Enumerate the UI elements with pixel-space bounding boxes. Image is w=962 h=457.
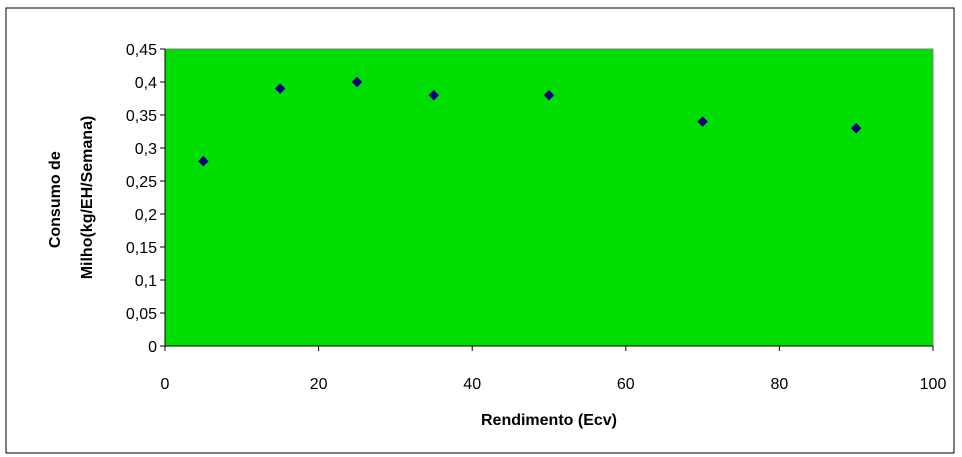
data-points	[198, 76, 862, 167]
y-tick-label: 0,45	[126, 42, 157, 59]
x-tick-label: 40	[463, 376, 481, 393]
data-point	[198, 155, 209, 167]
y-axis-title-line-1: Consumo de	[47, 151, 64, 248]
data-point	[274, 83, 286, 94]
data-point	[850, 122, 862, 134]
x-tick-label: 0	[161, 376, 170, 393]
y-tick-label: 0,3	[135, 141, 157, 158]
data-point	[428, 89, 440, 101]
y-tick-label: 0	[148, 339, 157, 356]
y-tick-label: 0,35	[126, 108, 157, 125]
y-tick-label: 0,25	[126, 174, 157, 191]
x-tick-label: 100	[920, 376, 947, 393]
y-tick-label: 0,15	[126, 240, 157, 257]
x-tick-label: 20	[310, 376, 328, 393]
x-axis-title: Rendimento (Ecv)	[481, 412, 617, 429]
x-axis: 0 20 40 60 80 100	[161, 345, 947, 393]
data-point	[697, 116, 708, 127]
y-tick-label: 0,2	[135, 207, 157, 224]
y-tick-label: 0,05	[126, 306, 157, 323]
y-tick-label: 0,1	[135, 273, 157, 290]
x-tick-label: 80	[771, 376, 789, 393]
data-point	[543, 89, 555, 101]
y-axis-title-line-2: Milho(kg/EH/Semana)	[79, 116, 96, 280]
y-axis: 0 0,05 0,1 0,15 0,2 0,25 0,3 0,35 0,4 0,45	[126, 42, 166, 356]
x-tick-label: 60	[617, 376, 635, 393]
y-axis-title: Consumo de Milho(kg/EH/Semana)	[47, 116, 96, 280]
y-tick-label: 0,4	[135, 75, 157, 92]
data-point	[351, 76, 363, 88]
